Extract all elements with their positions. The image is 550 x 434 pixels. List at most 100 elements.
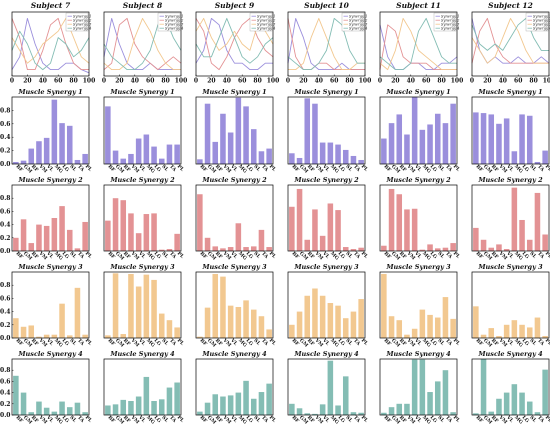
x-category-label: SL (68, 415, 78, 425)
x-category-label: RF (398, 415, 408, 425)
bar (289, 206, 295, 251)
bar (151, 401, 157, 415)
panel-title: Muscle Synergy 1 (201, 88, 266, 96)
bar (450, 318, 456, 338)
x-tick-label: 40 (499, 78, 507, 85)
x-category-label: TA (260, 415, 269, 424)
x-category-label: SL (436, 164, 446, 174)
x-category-label: GM (206, 415, 217, 426)
bar (243, 300, 249, 338)
x-category-label: SL (160, 251, 170, 261)
x-category-label: PL (452, 164, 462, 174)
bar (20, 392, 27, 415)
bar (296, 408, 303, 415)
panel-title: Muscle Synergy 2 (109, 176, 175, 184)
x-category-label: SL (436, 415, 446, 425)
panel-title: Muscle Synergy 4 (109, 350, 175, 358)
x-category-label: MG (53, 338, 64, 349)
bar (120, 200, 127, 251)
x-category-label: SL (528, 338, 538, 348)
bar (135, 286, 142, 338)
x-tick-label: 60 (422, 78, 430, 85)
bar (319, 295, 326, 338)
legend-entry: Synergy 4 (349, 26, 368, 30)
legend-entry: Synergy 4 (73, 26, 92, 30)
bar (266, 247, 272, 251)
bar (381, 245, 387, 251)
bar (327, 142, 334, 164)
bar (419, 249, 426, 251)
x-category-label: GM (206, 251, 217, 262)
bar (135, 233, 142, 251)
x-tick-label: 0 (194, 78, 198, 85)
x-category-label: MG (513, 164, 524, 175)
bar (151, 146, 157, 164)
x-category-label: LG (245, 251, 255, 261)
x-tick-label: 60 (330, 78, 338, 85)
x-category-label: MG (329, 251, 340, 262)
bar (396, 403, 403, 415)
x-category-label: VL (137, 414, 147, 424)
x-category-label: VL (321, 163, 331, 173)
subject-title: Subject 9 (215, 1, 255, 10)
x-category-label: RF (214, 164, 224, 174)
bar (66, 125, 73, 164)
bar (174, 382, 180, 415)
bar (381, 412, 387, 415)
bar (166, 249, 173, 251)
x-category-label: PL (268, 415, 278, 425)
bar (542, 336, 548, 338)
bar (327, 360, 334, 415)
x-tick-label: 100 (175, 78, 188, 85)
x-category-label: LG (245, 164, 255, 174)
panel-title: Muscle Synergy 1 (17, 88, 82, 96)
bar (511, 384, 518, 415)
bar (381, 138, 387, 164)
bar (304, 239, 311, 251)
x-category-label: VM (129, 163, 141, 175)
legend-entry: Synergy 3 (73, 22, 92, 26)
bar (66, 335, 73, 338)
bar (82, 334, 88, 338)
y-tick-label: 0.6 (0, 208, 10, 215)
panel-title: Muscle Synergy 2 (17, 176, 83, 184)
x-category-label: VL (413, 163, 423, 173)
bar (266, 383, 272, 415)
x-category-label: GM (114, 251, 125, 262)
y-tick-label: 0.2 (0, 235, 10, 242)
x-category-label: VM (37, 163, 49, 175)
x-category-label: BF (474, 251, 484, 261)
bar (442, 297, 449, 338)
bar (503, 392, 510, 415)
legend-entry: Synergy 3 (165, 22, 184, 26)
bar (235, 97, 242, 164)
legend-entry: Synergy 4 (533, 26, 550, 30)
x-category-label: PL (544, 164, 550, 174)
bar (450, 243, 456, 251)
bar (243, 380, 249, 415)
x-category-label: MG (53, 251, 64, 262)
panel-title: Muscle Synergy 4 (477, 350, 543, 358)
x-category-label: MG (329, 338, 340, 349)
bar (66, 407, 73, 415)
bar (296, 311, 303, 338)
x-category-label: RF (490, 251, 500, 261)
x-category-label: VL (229, 337, 239, 347)
bar (112, 150, 119, 164)
x-category-label: VL (505, 163, 515, 173)
x-category-label: GM (22, 415, 33, 426)
plot-frame (287, 358, 366, 416)
x-category-label: BF (198, 251, 208, 261)
y-tick-label: 0.4 (0, 390, 10, 397)
x-category-label: GM (390, 415, 401, 426)
x-category-label: PL (360, 164, 370, 174)
x-category-label: MG (53, 415, 64, 426)
bar (174, 327, 180, 338)
x-category-label: PL (360, 251, 370, 261)
